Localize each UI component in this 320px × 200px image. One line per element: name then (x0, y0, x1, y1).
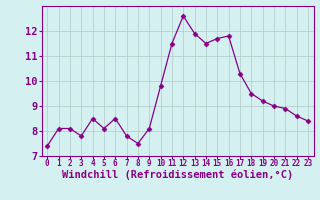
X-axis label: Windchill (Refroidissement éolien,°C): Windchill (Refroidissement éolien,°C) (62, 170, 293, 180)
